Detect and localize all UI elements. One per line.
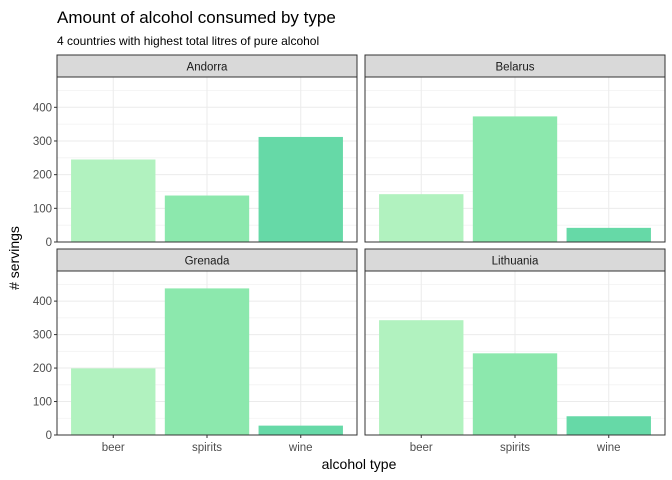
x-tick-label: beer	[102, 442, 125, 454]
bar-spirits	[472, 353, 558, 435]
facet-strip-label: Lithuania	[492, 256, 539, 268]
bar-beer	[379, 320, 464, 435]
bar-spirits	[164, 195, 250, 242]
bar-spirits	[472, 116, 558, 242]
y-tick-label: 0	[46, 237, 52, 249]
facet-panel-andorra: Andorra 0 100 200 300 400	[33, 54, 358, 249]
facet-panels: Andorra 0 100 200 300 400 Belarus Grenada 0 100 20…	[33, 54, 666, 454]
panel-border	[56, 76, 358, 243]
bar-wine	[566, 416, 651, 435]
facet-strip-label: Grenada	[185, 256, 230, 268]
panel-border	[364, 76, 666, 243]
x-tick-label: beer	[410, 442, 433, 454]
chart-title: Amount of alcohol consumed by type	[57, 8, 336, 27]
y-tick-label: 400	[33, 296, 52, 308]
y-tick-label: 200	[33, 363, 52, 375]
x-tick-label: wine	[596, 442, 621, 454]
bar-beer	[379, 194, 464, 242]
bar-wine	[258, 136, 343, 242]
y-axis-title: # servings	[6, 226, 22, 290]
bar-wine	[566, 227, 651, 242]
x-tick-label: spirits	[500, 442, 530, 454]
bar-wine	[258, 425, 343, 435]
chart-subtitle: 4 countries with highest total litres of…	[57, 34, 319, 48]
y-tick-label: 100	[33, 203, 52, 215]
facet-strip-label: Andorra	[187, 62, 229, 74]
bar-beer	[71, 368, 156, 435]
facet-strip-label: Belarus	[496, 62, 535, 74]
facet-panel-grenada: Grenada 0 100 200 300 400 beer spirits wine	[33, 248, 358, 454]
y-tick-label: 0	[46, 430, 52, 442]
x-tick-label: spirits	[192, 442, 222, 454]
bar-spirits	[164, 288, 250, 435]
bar-beer	[71, 159, 156, 242]
x-axis-title: alcohol type	[322, 456, 397, 472]
y-tick-label: 100	[33, 397, 52, 409]
y-tick-label: 300	[33, 136, 52, 148]
facet-panel-belarus: Belarus	[364, 54, 666, 243]
x-tick-label: wine	[288, 442, 313, 454]
y-tick-label: 300	[33, 330, 52, 342]
facet-panel-lithuania: Lithuania beer spirits wine	[364, 248, 666, 454]
y-tick-label: 400	[33, 102, 52, 114]
y-tick-label: 200	[33, 170, 52, 182]
